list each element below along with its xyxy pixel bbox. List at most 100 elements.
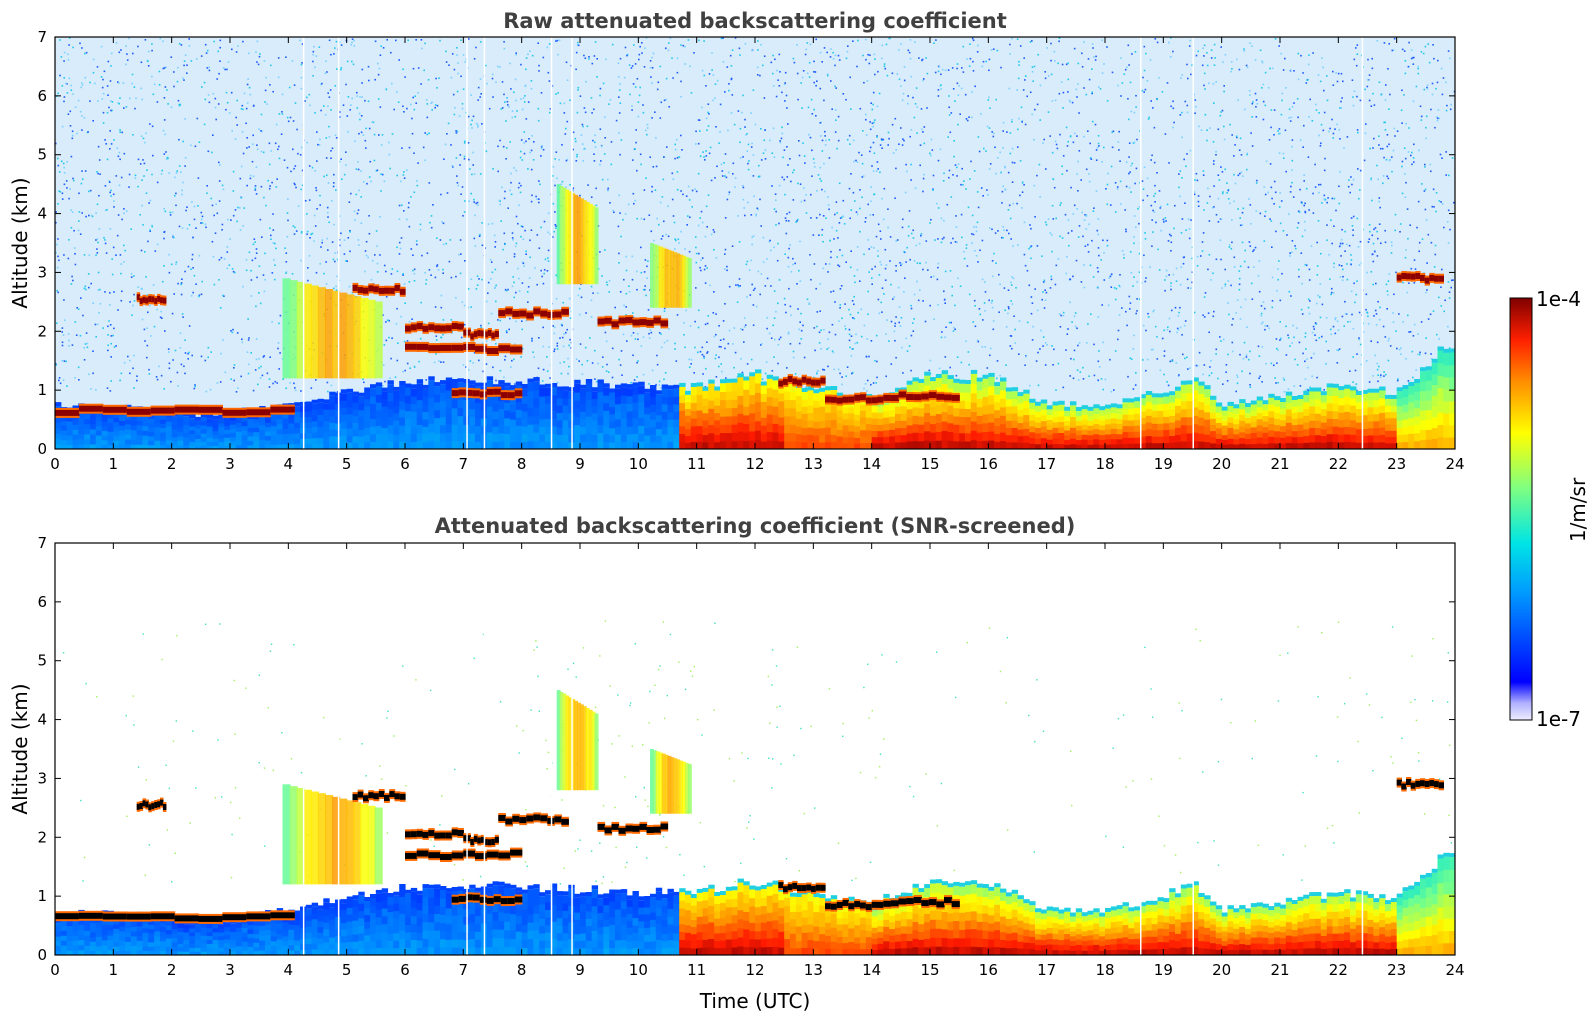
noise-pixel (509, 189, 511, 192)
noise-pixel (331, 147, 334, 150)
noise-pixel (707, 125, 710, 127)
noise-pixel (388, 336, 390, 339)
noise-pixel (1306, 79, 1308, 81)
noise-pixel (901, 99, 904, 101)
noise-pixel (852, 348, 854, 350)
noise-pixel (1025, 355, 1027, 358)
noise-pixel (187, 352, 189, 355)
noise-pixel (933, 42, 935, 44)
noise-pixel (1281, 92, 1284, 95)
noise-pixel (504, 359, 506, 361)
noise-pixel (158, 84, 161, 86)
noise-pixel (262, 274, 265, 276)
noise-pixel (333, 173, 335, 176)
noise-pixel (752, 175, 755, 177)
noise-pixel (113, 327, 115, 330)
noise-pixel (1256, 103, 1259, 105)
noise-pixel (523, 265, 525, 267)
noise-pixel (543, 220, 546, 223)
noise-pixel (74, 106, 77, 108)
noise-pixel (213, 40, 215, 43)
noise-pixel (1318, 191, 1320, 194)
noise-pixel (991, 228, 993, 231)
noise-pixel (580, 296, 583, 299)
noise-pixel (1226, 380, 1229, 382)
noise-pixel (1288, 290, 1291, 293)
noise-pixel (673, 221, 676, 224)
noise-pixel (198, 295, 200, 298)
noise-pixel (166, 89, 168, 91)
noise-pixel (1301, 313, 1304, 315)
noise-pixel (518, 204, 520, 207)
noise-pixel (910, 307, 913, 310)
noise-pixel (1130, 191, 1132, 193)
noise-pixel (1251, 45, 1253, 47)
noise-pixel (944, 356, 947, 358)
noise-pixel (245, 269, 248, 272)
noise-pixel (1431, 205, 1434, 208)
noise-pixel (1338, 264, 1341, 266)
noise-pixel (699, 217, 701, 219)
noise-pixel (935, 39, 937, 41)
noise-pixel (1057, 62, 1059, 65)
noise-pixel (784, 303, 786, 306)
noise-pixel (726, 265, 728, 268)
noise-pixel (151, 225, 153, 228)
noise-pixel (1011, 347, 1013, 350)
noise-pixel (1151, 154, 1153, 157)
noise-pixel (163, 119, 166, 121)
noise-pixel (1092, 276, 1095, 278)
noise-pixel (229, 238, 231, 240)
noise-pixel (1304, 378, 1307, 380)
noise-pixel (324, 114, 327, 116)
noise-pixel (360, 222, 363, 224)
noise-pixel (882, 218, 885, 221)
noise-pixel (1039, 119, 1041, 121)
noise-pixel (1255, 106, 1257, 108)
noise-pixel (1360, 262, 1363, 264)
noise-pixel (715, 313, 717, 315)
noise-pixel (884, 279, 887, 281)
noise-pixel (110, 189, 112, 192)
noise-pixel (351, 97, 353, 100)
noise-pixel (618, 96, 620, 98)
noise-pixel (1331, 118, 1333, 121)
noise-pixel (1200, 255, 1202, 257)
noise-pixel (148, 202, 150, 204)
noise-pixel (786, 367, 788, 369)
noise-pixel (346, 60, 349, 63)
noise-pixel (885, 375, 887, 378)
noise-pixel (232, 170, 235, 173)
noise-pixel (291, 273, 294, 275)
noise-pixel (1281, 272, 1283, 275)
noise-pixel (156, 243, 159, 246)
noise-pixel (1424, 166, 1426, 168)
noise-pixel (839, 307, 841, 309)
noise-pixel (175, 172, 178, 174)
noise-pixel (1068, 244, 1070, 247)
noise-pixel (95, 239, 97, 241)
noise-pixel (1031, 302, 1034, 304)
noise-pixel (778, 184, 781, 187)
noise-pixel (415, 102, 417, 104)
noise-pixel (1091, 68, 1093, 70)
noise-pixel (265, 204, 267, 207)
noise-pixel (1389, 93, 1391, 96)
noise-pixel (842, 199, 845, 202)
noise-pixel (959, 285, 962, 287)
noise-pixel (1206, 139, 1208, 142)
noise-pixel (906, 170, 908, 173)
noise-pixel (921, 128, 923, 131)
noise-pixel (758, 164, 760, 167)
noise-pixel (538, 337, 540, 339)
noise-pixel (1179, 114, 1182, 116)
noise-pixel (1356, 53, 1359, 55)
noise-pixel (789, 244, 791, 246)
noise-pixel (1042, 291, 1044, 293)
noise-pixel (383, 180, 386, 183)
noise-pixel (619, 364, 622, 366)
noise-pixel (494, 286, 496, 289)
noise-pixel (59, 382, 62, 385)
noise-pixel (1324, 198, 1327, 201)
noise-pixel (149, 229, 151, 231)
